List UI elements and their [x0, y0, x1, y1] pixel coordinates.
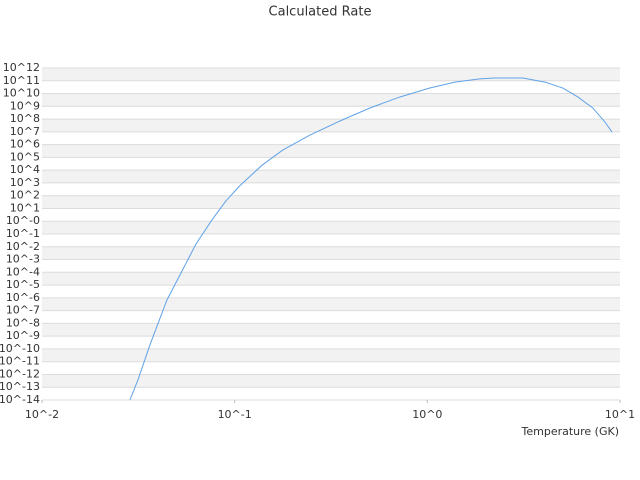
y-tick-label: 10^5 [10, 150, 40, 163]
y-tick-label: 10^3 [10, 176, 40, 189]
x-tick-label: 10^1 [605, 408, 635, 421]
y-tick-label: 10^-2 [6, 240, 40, 253]
grid-band [42, 170, 620, 183]
x-tick-label: 10^0 [412, 408, 442, 421]
y-tick-label: 10^-9 [6, 329, 40, 342]
x-tick-label: 10^-2 [25, 408, 59, 421]
grid-band [42, 297, 620, 311]
y-tick-label: 10^4 [10, 163, 40, 176]
y-tick-label: 10^-6 [6, 291, 40, 304]
grid-band [42, 272, 620, 286]
grid-band [42, 246, 620, 260]
y-tick-label: 10^6 [10, 138, 40, 151]
y-tick-label: 10^12 [3, 61, 40, 74]
y-tick-label: 10^-0 [6, 214, 40, 227]
y-tick-label: 10^-14 [0, 393, 40, 406]
y-tick-label: 10^-12 [0, 367, 40, 380]
y-tick-label: 10^-11 [0, 355, 40, 368]
y-tick-label: 10^8 [10, 112, 40, 125]
y-tick-label: 10^7 [10, 125, 40, 138]
grid-bands [42, 68, 620, 388]
y-tick-label: 10^-7 [6, 304, 40, 317]
grid-band [42, 144, 620, 158]
y-tick-label: 10^-13 [0, 380, 40, 393]
grid-band [42, 348, 620, 362]
y-tick-label: 10^11 [3, 74, 40, 87]
y-tick-label: 10^-5 [6, 278, 40, 291]
y-tick-label: 10^-10 [0, 342, 40, 355]
y-tick-label: 10^10 [3, 87, 40, 100]
y-tick-label: 10^-1 [6, 227, 40, 240]
chart-title: Calculated Rate [269, 5, 372, 20]
grid-band [42, 195, 620, 209]
grid-band [42, 323, 620, 337]
x-tick-label: 10^-1 [218, 408, 252, 421]
x-axis-label: Temperature (GK) [521, 425, 620, 438]
y-tick-label: 10^-4 [6, 265, 40, 278]
grid-band [42, 93, 620, 107]
y-tick-label: 10^-8 [6, 316, 40, 329]
y-tick-label: 10^9 [10, 99, 40, 112]
grid-band [42, 68, 620, 81]
y-tick-label: 10^-3 [6, 253, 40, 266]
y-tick-label: 10^1 [10, 201, 40, 214]
grid-band [42, 221, 620, 234]
y-tick-label: 10^2 [10, 189, 40, 202]
grid-band [42, 374, 620, 388]
line-series [129, 77, 613, 401]
